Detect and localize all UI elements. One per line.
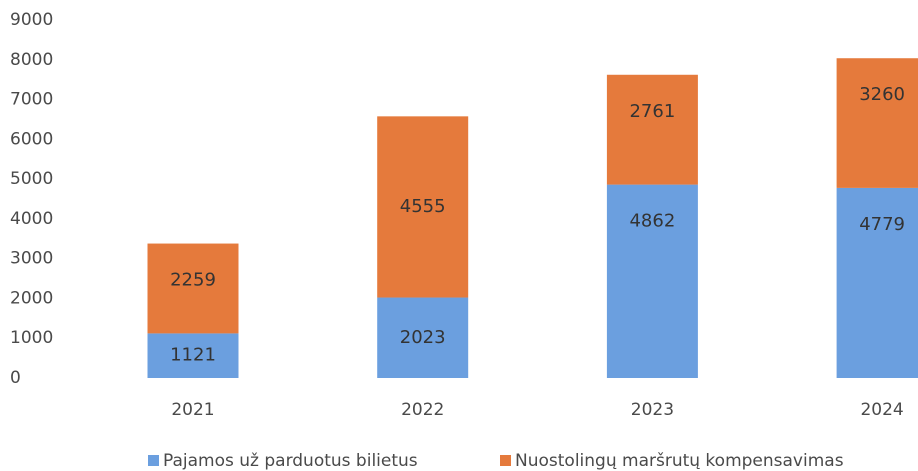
y-tick-label: 3000: [10, 249, 53, 269]
y-tick-label: 1000: [10, 328, 53, 348]
bar-segment: [147, 243, 239, 334]
x-tick-label: 2021: [171, 400, 214, 420]
bar-segment: [606, 74, 698, 185]
bar-segment: [836, 187, 918, 378]
data-label: 4555: [400, 196, 446, 217]
y-tick-label: 7000: [10, 90, 53, 110]
data-label: 2023: [400, 327, 446, 348]
legend-label: Pajamos už parduotus bilietus: [163, 451, 418, 471]
legend-label: Nuostolingų maršrutų kompensavimas: [515, 451, 844, 471]
bar-segment: [147, 333, 239, 378]
y-tick-label: 5000: [10, 169, 53, 189]
y-tick-label: 2000: [10, 288, 53, 308]
data-label: 2761: [629, 101, 675, 122]
x-tick-label: 2022: [401, 400, 444, 420]
legend-swatch: [148, 455, 159, 466]
data-label: 4779: [859, 214, 905, 235]
y-tick-label: 4000: [10, 209, 53, 229]
bar-segment: [836, 58, 918, 188]
y-tick-label: 0: [10, 368, 21, 388]
bar-segment: [606, 184, 698, 378]
y-tick-label: 8000: [10, 50, 53, 70]
y-tick-label: 9000: [10, 10, 53, 30]
y-tick-label: 6000: [10, 129, 53, 149]
data-label: 1121: [170, 345, 216, 366]
data-label: 3260: [859, 84, 905, 105]
legend-swatch: [500, 455, 511, 466]
data-label: 2259: [170, 270, 216, 291]
bar-segment: [377, 116, 469, 298]
data-label: 4862: [629, 211, 675, 232]
x-tick-label: 2024: [860, 400, 903, 420]
bar-segment: [377, 297, 469, 378]
x-tick-label: 2023: [631, 400, 674, 420]
